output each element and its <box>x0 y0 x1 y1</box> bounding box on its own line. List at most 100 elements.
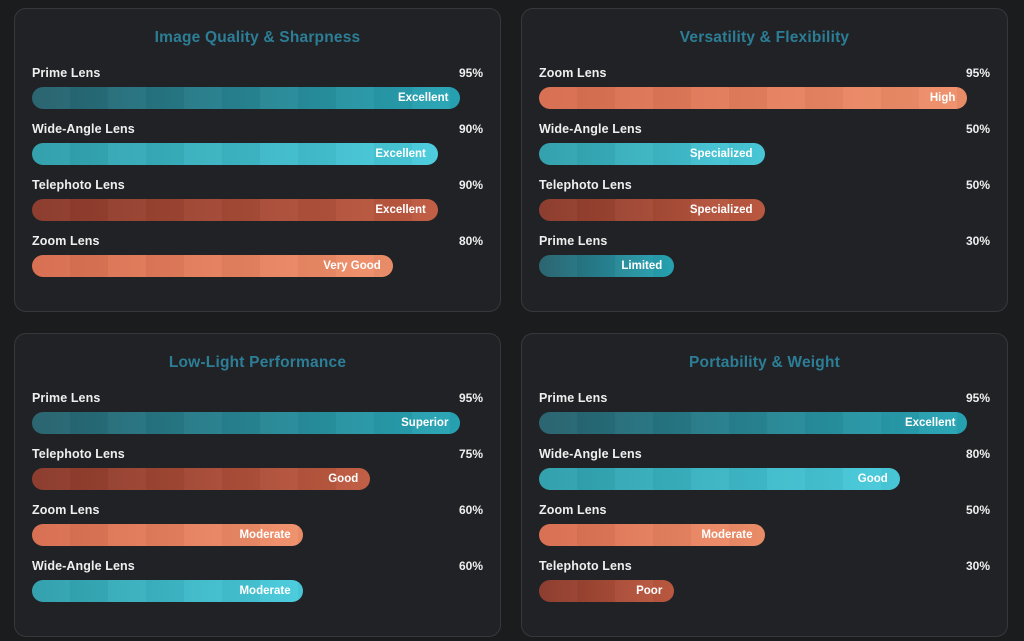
bar-rating-label: Poor <box>636 585 663 597</box>
bar-value-percent: 80% <box>458 234 483 248</box>
chart-card: Portability & Weight Prime Lens 95% Excelle… <box>521 333 1008 637</box>
bar-category-label: Telephoto Lens <box>539 178 632 192</box>
bar-row-header: Wide-Angle Lens 60% <box>32 558 483 574</box>
bar-row-header: Zoom Lens 50% <box>539 502 990 518</box>
bar: Excellent <box>539 412 968 434</box>
bar: Limited <box>539 255 675 277</box>
bar-rating-label: Excellent <box>375 204 426 216</box>
bar-row: Zoom Lens 80% Very Good <box>32 233 483 277</box>
bar-rating-label: Moderate <box>239 585 291 597</box>
bar-rating-label: Specialized <box>689 148 753 160</box>
chart-card: Image Quality & Sharpness Prime Lens 95% Ex… <box>14 8 501 312</box>
bar-row: Wide-Angle Lens 90% Excellent <box>32 121 483 165</box>
bar: Very Good <box>32 255 393 277</box>
bar-value-percent: 75% <box>458 447 483 461</box>
bar-rating-label: Very Good <box>323 260 381 272</box>
chart-title: Versatility & Flexibility <box>679 29 850 46</box>
bar: Moderate <box>539 524 765 546</box>
bar-track: Moderate <box>539 524 990 546</box>
bar-track: Excellent <box>539 412 990 434</box>
bar: Moderate <box>32 524 303 546</box>
bar-track: Excellent <box>32 143 483 165</box>
bar-category-label: Telephoto Lens <box>32 178 125 192</box>
chart-card: Low-Light Performance Prime Lens 95% Superi… <box>14 333 501 637</box>
bar-row-header: Wide-Angle Lens 80% <box>539 446 990 462</box>
bar-category-label: Prime Lens <box>32 66 101 80</box>
bar-value-percent: 95% <box>965 391 990 405</box>
bar: Good <box>539 468 900 490</box>
bar-value-percent: 30% <box>965 559 990 573</box>
bar-row-header: Zoom Lens 80% <box>32 233 483 249</box>
bar-category-label: Telephoto Lens <box>539 559 632 573</box>
bar-value-percent: 50% <box>965 503 990 517</box>
bar-track: Superior <box>32 412 483 434</box>
bar-row-header: Wide-Angle Lens 50% <box>539 121 990 137</box>
chart-title: Low-Light Performance <box>168 354 347 371</box>
bar-row: Wide-Angle Lens 50% Specialized <box>539 121 990 165</box>
bar-category-label: Wide-Angle Lens <box>32 122 135 136</box>
bar-rating-label: Limited <box>621 260 663 272</box>
bar: Excellent <box>32 199 438 221</box>
bar-track: Good <box>32 468 483 490</box>
bar-row: Telephoto Lens 30% Poor <box>539 558 990 602</box>
bar-category-label: Wide-Angle Lens <box>539 447 642 461</box>
bar-category-label: Wide-Angle Lens <box>539 122 642 136</box>
bar: Superior <box>32 412 461 434</box>
bar-row: Wide-Angle Lens 80% Good <box>539 446 990 490</box>
bar-row: Prime Lens 95% Excellent <box>539 390 990 434</box>
bar-track: Moderate <box>32 524 483 546</box>
bar-row-header: Wide-Angle Lens 90% <box>32 121 483 137</box>
chart-title: Portability & Weight <box>689 354 840 371</box>
bar-row-header: Zoom Lens 95% <box>539 65 990 81</box>
bar-category-label: Telephoto Lens <box>32 447 125 461</box>
bar-value-percent: 60% <box>458 559 483 573</box>
bar: Poor <box>539 580 675 602</box>
bar: High <box>539 87 968 109</box>
bar-track: Good <box>539 468 990 490</box>
bar-track: Specialized <box>539 143 990 165</box>
bar-row: Telephoto Lens 75% Good <box>32 446 483 490</box>
bar-rating-label: Excellent <box>397 92 449 104</box>
bar-track: Very Good <box>32 255 483 277</box>
bar-row: Telephoto Lens 90% Excellent <box>32 177 483 221</box>
bar-row-header: Telephoto Lens 30% <box>539 558 990 574</box>
bar-row-header: Prime Lens 95% <box>32 390 483 406</box>
bar-track: Excellent <box>32 87 483 109</box>
bar-value-percent: 50% <box>965 178 990 192</box>
bar-row-header: Prime Lens 95% <box>539 390 990 406</box>
bar-row: Wide-Angle Lens 60% Moderate <box>32 558 483 602</box>
bar-row: Zoom Lens 95% High <box>539 65 990 109</box>
bar-rating-label: Excellent <box>904 417 956 429</box>
bar-rating-label: Good <box>328 473 359 485</box>
bar: Excellent <box>32 87 461 109</box>
bar-track: Excellent <box>32 199 483 221</box>
bar-value-percent: 30% <box>965 234 990 248</box>
bar-value-percent: 95% <box>458 66 483 80</box>
bar-value-percent: 95% <box>458 391 483 405</box>
bar: Moderate <box>32 580 303 602</box>
bar-rating-label: Good <box>857 473 888 485</box>
bar-row: Telephoto Lens 50% Specialized <box>539 177 990 221</box>
bar-value-percent: 90% <box>458 122 483 136</box>
bar-value-percent: 60% <box>458 503 483 517</box>
bar: Good <box>32 468 371 490</box>
bar-category-label: Wide-Angle Lens <box>32 559 135 573</box>
bar-rating-label: Moderate <box>239 529 291 541</box>
bar-row-header: Telephoto Lens 75% <box>32 446 483 462</box>
bar-track: Limited <box>539 255 990 277</box>
bar-row-header: Telephoto Lens 90% <box>32 177 483 193</box>
bar-rating-label: Excellent <box>375 148 426 160</box>
bar-rating-label: High <box>929 92 956 104</box>
bar-row-header: Prime Lens 30% <box>539 233 990 249</box>
bar-category-label: Zoom Lens <box>539 66 607 80</box>
bar-rating-label: Moderate <box>701 529 753 541</box>
chart-card: Versatility & Flexibility Zoom Lens 95% Hig… <box>521 8 1008 312</box>
bar-category-label: Zoom Lens <box>32 503 100 517</box>
bar: Specialized <box>539 143 765 165</box>
bar-row: Zoom Lens 50% Moderate <box>539 502 990 546</box>
bar-row: Prime Lens 95% Superior <box>32 390 483 434</box>
bar-value-percent: 90% <box>458 178 483 192</box>
bar-row: Zoom Lens 60% Moderate <box>32 502 483 546</box>
bar-category-label: Prime Lens <box>539 391 608 405</box>
